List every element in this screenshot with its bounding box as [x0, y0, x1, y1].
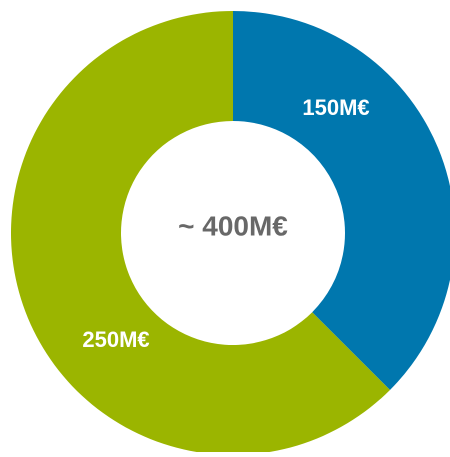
slice-value-label-1: 250M€: [82, 327, 149, 352]
slice-value-label-0: 150M€: [302, 95, 369, 120]
slice-group: [10, 11, 450, 455]
center-total-label: ~ 400M€: [178, 210, 288, 241]
donut-slice-0: [233, 11, 450, 390]
donut-slice-1: [10, 11, 390, 455]
slice-label-group: 150M€ 250M€: [82, 95, 369, 352]
